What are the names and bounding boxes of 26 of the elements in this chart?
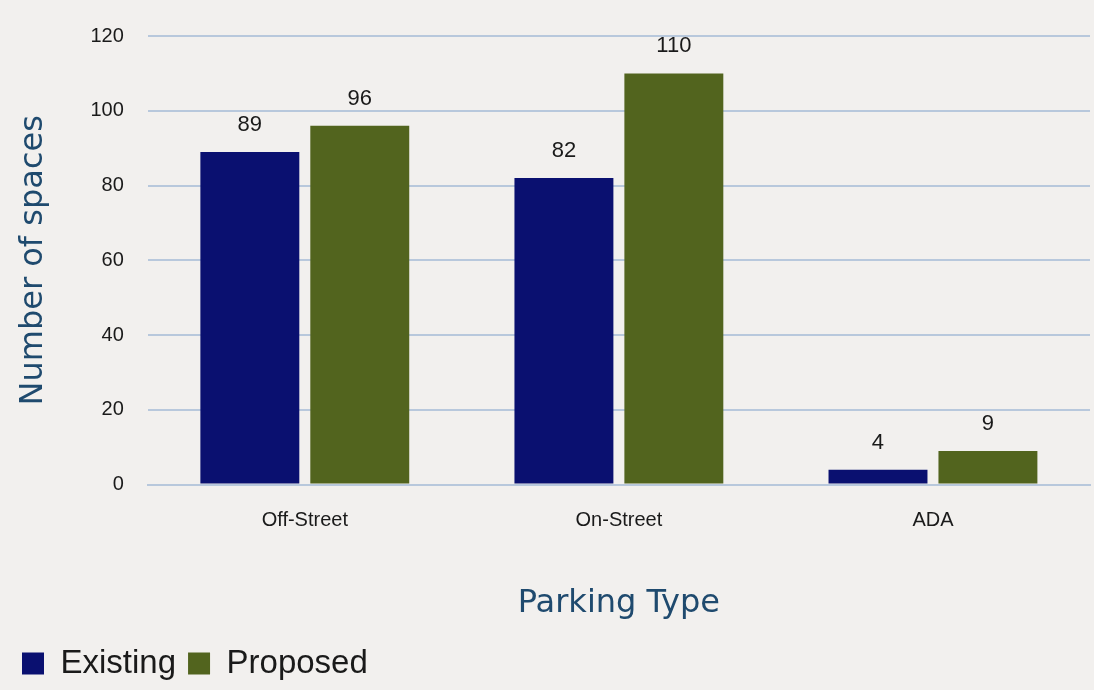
data-label: 4 <box>871 428 885 454</box>
data-label: 110 <box>656 32 692 58</box>
data-label: 9 <box>981 410 995 436</box>
x-tick-label: ADA <box>912 508 955 531</box>
legend-label: Proposed <box>226 642 368 680</box>
legend-label: Existing <box>60 642 177 680</box>
bar <box>828 469 928 484</box>
x-tick-label: Off-Street <box>261 508 349 531</box>
data-label: 96 <box>347 84 373 110</box>
y-tick-label: 120 <box>90 23 124 46</box>
y-tick-label: 20 <box>101 397 124 420</box>
bar <box>938 450 1038 484</box>
bar <box>310 125 410 484</box>
bar <box>514 178 614 484</box>
bar <box>200 151 300 484</box>
x-tick-label: On-Street <box>575 508 663 531</box>
y-tick-label: 0 <box>112 472 124 495</box>
data-label: 82 <box>551 137 577 163</box>
x-axis-title: Parking Type <box>517 582 721 621</box>
y-tick-label: 80 <box>101 173 124 196</box>
y-tick-label: 40 <box>101 322 124 345</box>
bar <box>624 73 724 484</box>
y-tick-label: 60 <box>101 247 124 270</box>
data-label: 89 <box>237 110 263 136</box>
y-axis-title: Number of spaces <box>11 115 50 406</box>
y-tick-label: 100 <box>90 98 124 121</box>
